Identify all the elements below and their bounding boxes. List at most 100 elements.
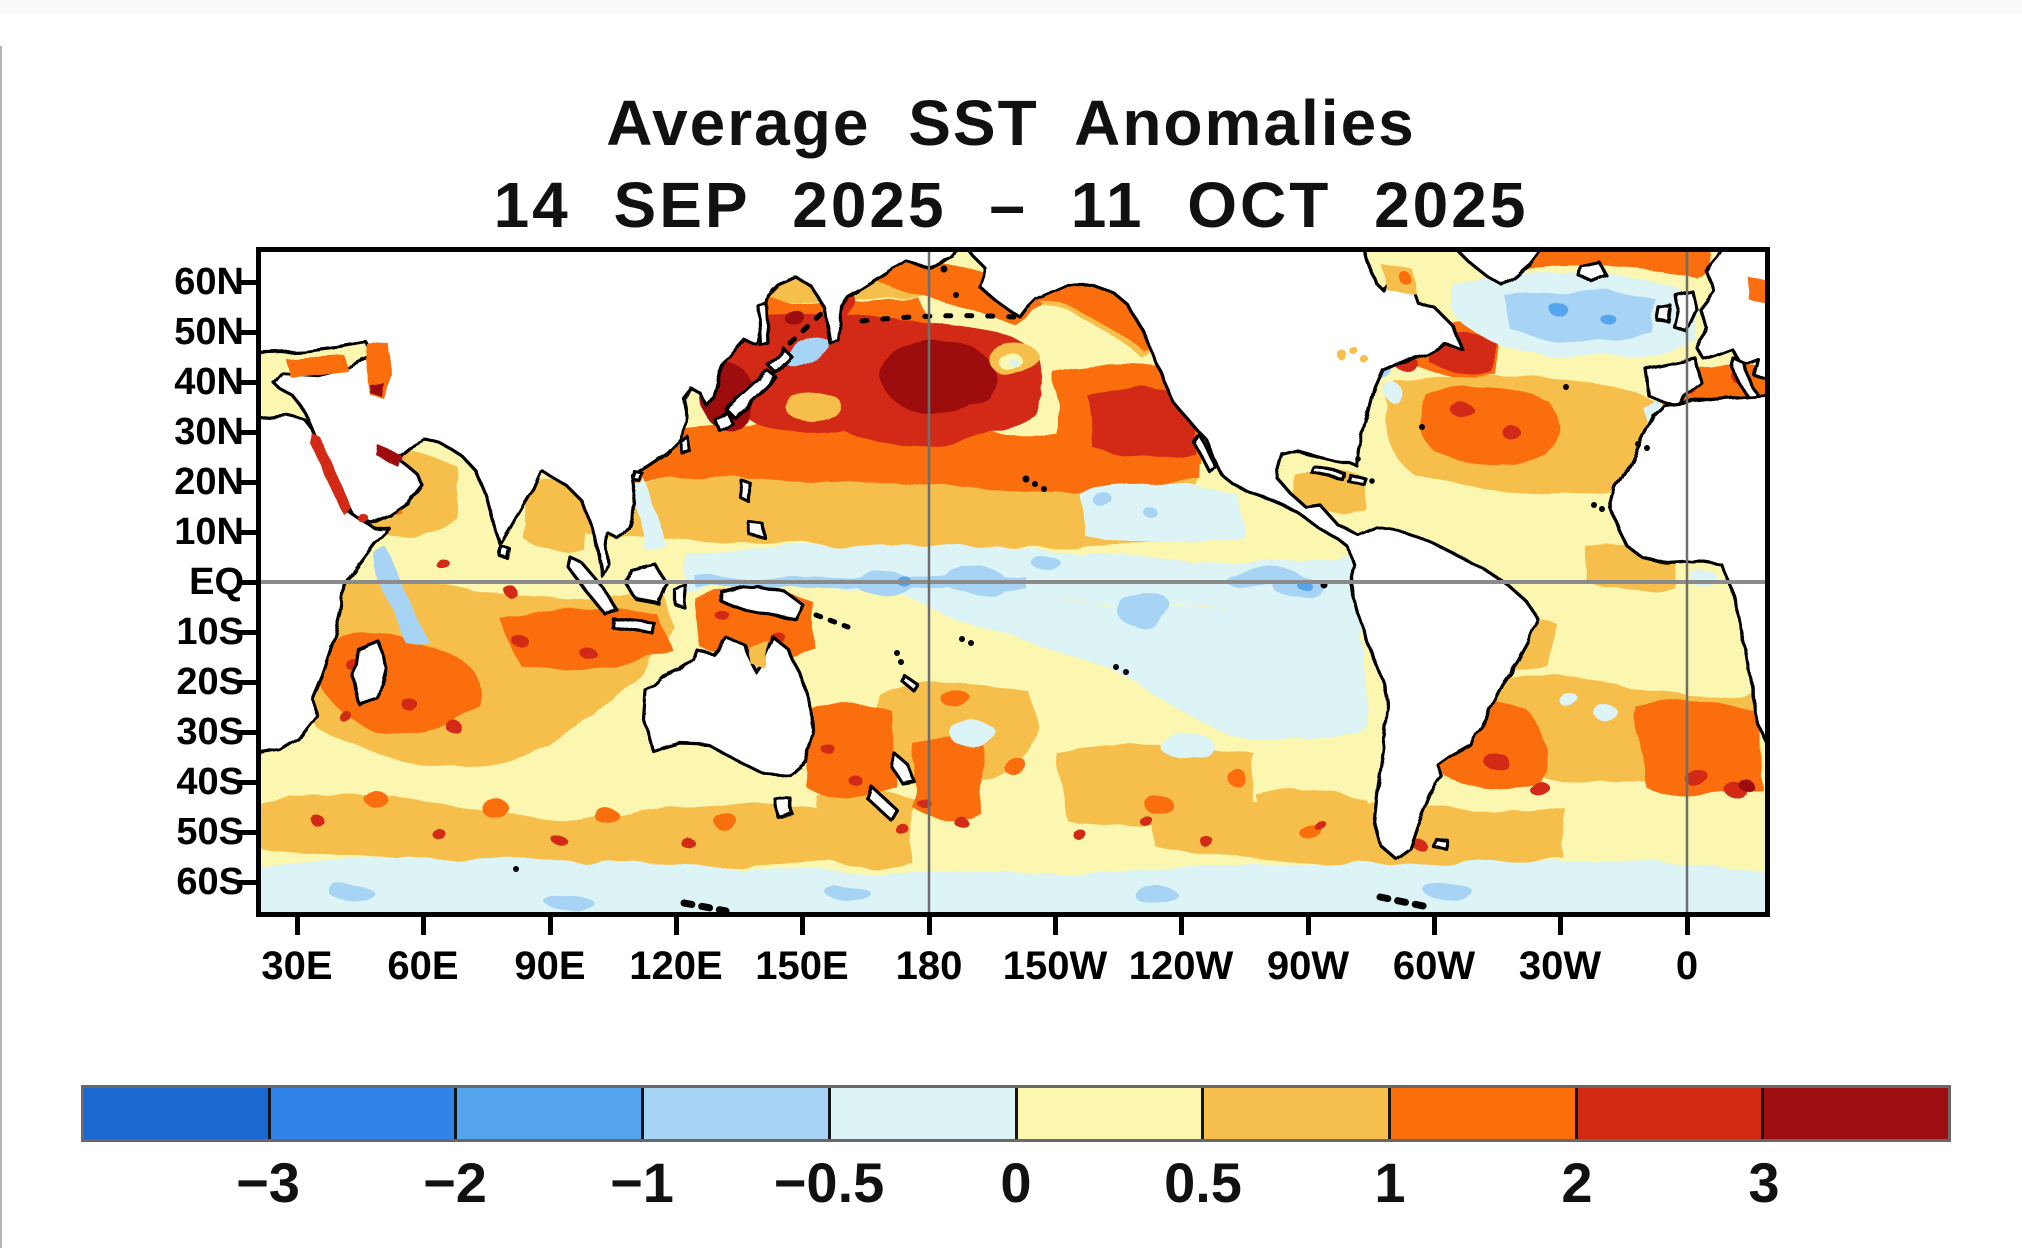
azores-dot: [1563, 384, 1569, 390]
lon-label-180: 180: [895, 944, 963, 988]
landmass-eurasia: [254, 245, 961, 579]
lon-label-60e: 60E: [387, 944, 459, 988]
lat-label-10n: 10N: [174, 511, 244, 553]
island-java: [610, 617, 656, 635]
lat-label-30s: 30S: [176, 711, 244, 753]
lon-label-120w: 120W: [1128, 944, 1234, 988]
colorbar-label-2: 2: [1561, 1151, 1593, 1214]
lon-tick: [927, 917, 932, 935]
island-specks-layer: [680, 310, 1432, 915]
fiji-dot: [968, 640, 974, 646]
landmass-americas: [964, 245, 1540, 861]
colorbar-label-neg05: −0.5: [773, 1151, 885, 1214]
island-luzon: [738, 477, 752, 505]
colorbar-label-3: 3: [1748, 1151, 1780, 1214]
island-baja-california: [1192, 433, 1218, 475]
lat-tick: [237, 380, 257, 385]
lat-label-30n: 30N: [174, 411, 244, 453]
island-taiwan: [678, 435, 692, 455]
colorbar-segment: [1201, 1088, 1388, 1139]
antarctic-peninsula-specks: [1376, 893, 1432, 911]
island-new-guinea: [719, 583, 805, 621]
lon-tick: [674, 917, 679, 935]
island-iceland: [1578, 261, 1608, 283]
colorbar-segment: [454, 1088, 642, 1139]
pribilof-dot: [953, 292, 959, 298]
island-hokkaido: [766, 347, 794, 375]
lat-label-20s: 20S: [176, 661, 244, 703]
landmass-nw-africa: [1609, 393, 1772, 751]
lat-tick: [237, 530, 257, 535]
inland-seas-layer: [286, 263, 1770, 667]
island-honshu: [724, 369, 778, 419]
canary-dot: [1635, 441, 1641, 447]
black-sea: [286, 355, 348, 377]
society-islands-dot: [1113, 664, 1119, 670]
lat-tick: [237, 280, 257, 285]
page-top-strip: [0, 0, 2022, 14]
lon-label-120e: 120E: [629, 944, 723, 988]
hudson-bay: [1380, 263, 1416, 293]
lat-tick: [237, 430, 257, 435]
persian-gulf: [376, 445, 402, 467]
lon-tick: [548, 917, 553, 935]
chart-title: Average SST Anomalies: [606, 87, 1416, 159]
red-sea: [310, 433, 352, 515]
kerguelen-dot: [513, 866, 519, 872]
caspian-sea: [366, 341, 392, 399]
lat-tick: [237, 730, 257, 735]
lat-tick: [237, 880, 257, 885]
colorbar-segment: [1761, 1088, 1949, 1139]
gridlines-layer: [256, 247, 1770, 917]
landmass-australia: [643, 635, 816, 777]
lon-tick: [421, 917, 426, 935]
canary-dot: [1644, 445, 1650, 451]
lat-tick: [237, 630, 257, 635]
chart-date-range: 14 SEP 2025 – 11 OCT 2025: [493, 169, 1529, 241]
gulf-of-carpentaria: [748, 641, 768, 667]
island-falklands: [1432, 837, 1450, 851]
lat-label-50s: 50S: [176, 811, 244, 853]
great-lakes-dot: [1337, 350, 1347, 360]
lat-tick: [237, 480, 257, 485]
baltic-sea: [1746, 275, 1770, 305]
island-hispaniola: [1346, 473, 1368, 487]
lat-label-40n: 40N: [174, 361, 244, 403]
colorbar-label-05: 0.5: [1164, 1151, 1242, 1214]
map-frame: [256, 247, 1770, 917]
lon-label-30e: 30E: [261, 944, 333, 988]
island-sri-lanka: [499, 545, 512, 561]
island-sulawesi: [672, 583, 688, 609]
colorbar-segment: [84, 1088, 268, 1139]
lat-tick: [237, 580, 257, 585]
island-new-caledonia: [900, 673, 920, 693]
lon-label-90w: 90W: [1266, 944, 1350, 988]
island-dots-layer: [513, 265, 1650, 872]
lon-label-150e: 150E: [755, 944, 849, 988]
lon-label-90e: 90E: [514, 944, 586, 988]
sst-anomaly-map: [254, 245, 1772, 917]
lat-label-20n: 20N: [174, 461, 244, 503]
island-sumatra: [566, 555, 618, 617]
island-madagascar: [352, 639, 388, 707]
hudson-bay-warm-spot: [1398, 271, 1410, 283]
society-islands-dot: [1123, 669, 1129, 675]
lon-tick: [1432, 917, 1437, 935]
lon-label-30w: 30W: [1518, 944, 1602, 988]
lat-label-10s: 10S: [176, 611, 244, 653]
island-kyushu: [712, 409, 734, 433]
lon-tick: [800, 917, 805, 935]
lat-label-40s: 40S: [176, 761, 244, 803]
lat-label-60s: 60S: [176, 861, 244, 903]
island-new-zealand-south: [866, 785, 898, 821]
island-cuba: [1310, 465, 1346, 481]
lat-label-50n: 50N: [174, 311, 244, 353]
island-mindanao: [746, 519, 768, 541]
bahamas-dot: [1355, 456, 1361, 462]
lon-tick: [1179, 917, 1184, 935]
lat-tick: [237, 780, 257, 785]
island-new-zealand-north: [890, 751, 916, 785]
solomon-islands: [813, 612, 851, 630]
lon-tick: [1306, 917, 1311, 935]
